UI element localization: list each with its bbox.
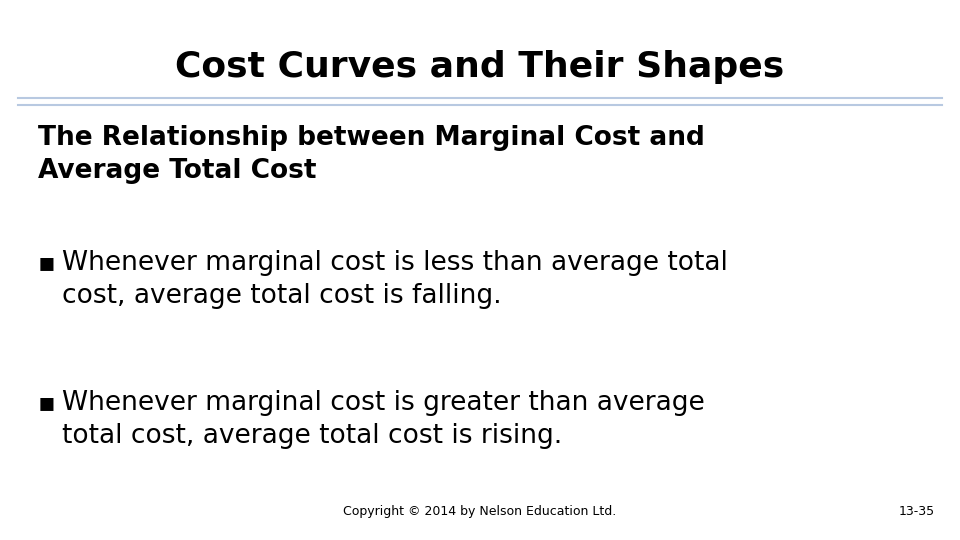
- Text: ▪: ▪: [38, 390, 56, 416]
- Text: The Relationship between Marginal Cost and
Average Total Cost: The Relationship between Marginal Cost a…: [38, 125, 705, 184]
- Text: Whenever marginal cost is less than average total
cost, average total cost is fa: Whenever marginal cost is less than aver…: [62, 250, 728, 309]
- Text: Whenever marginal cost is greater than average
total cost, average total cost is: Whenever marginal cost is greater than a…: [62, 390, 705, 449]
- Text: Cost Curves and Their Shapes: Cost Curves and Their Shapes: [176, 50, 784, 84]
- Text: Copyright © 2014 by Nelson Education Ltd.: Copyright © 2014 by Nelson Education Ltd…: [344, 505, 616, 518]
- Text: 13-35: 13-35: [899, 505, 935, 518]
- Text: ▪: ▪: [38, 250, 56, 276]
